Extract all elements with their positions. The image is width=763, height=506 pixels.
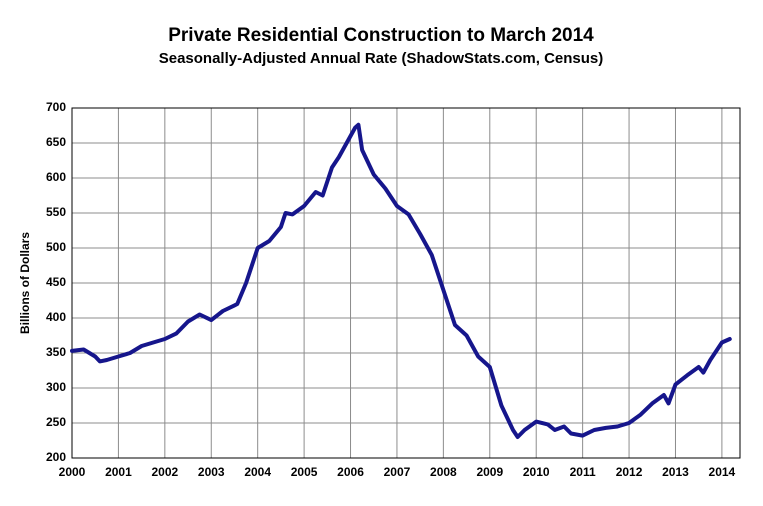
y-tick-label: 700 (46, 100, 66, 114)
x-tick-label: 2007 (384, 465, 411, 479)
x-tick-label: 2002 (151, 465, 178, 479)
chart-title: Private Residential Construction to Marc… (168, 25, 594, 46)
y-tick-label: 200 (46, 450, 66, 464)
x-tick-label: 2008 (430, 465, 457, 479)
y-tick-label: 350 (46, 345, 66, 359)
y-tick-label: 650 (46, 135, 66, 149)
y-tick-label: 450 (46, 275, 66, 289)
x-tick-label: 2003 (198, 465, 225, 479)
x-tick-label: 2004 (244, 465, 271, 479)
x-tick-label: 2010 (523, 465, 550, 479)
y-tick-label: 300 (46, 380, 66, 394)
y-tick-label: 500 (46, 240, 66, 254)
plot-border (71, 107, 741, 459)
y-tick-label: 550 (46, 205, 66, 219)
x-tick-label: 2011 (570, 465, 596, 479)
x-tick-label: 2005 (291, 465, 318, 479)
y-axis-label: Billions of Dollars (18, 232, 32, 334)
x-tick-label: 2009 (476, 465, 503, 479)
x-tick-label: 2013 (662, 465, 689, 479)
x-tick-label: 2006 (337, 465, 364, 479)
y-tick-label: 250 (46, 415, 66, 429)
y-tick-label: 600 (46, 170, 66, 184)
x-tick-label: 2001 (105, 465, 132, 479)
x-tick-label: 2012 (616, 465, 643, 479)
chart-subtitle: Seasonally-Adjusted Annual Rate (ShadowS… (159, 50, 604, 67)
x-tick-label: 2000 (59, 465, 86, 479)
x-tick-label: 2014 (709, 465, 736, 479)
data-line (70, 122, 732, 439)
y-tick-label: 400 (46, 310, 66, 324)
